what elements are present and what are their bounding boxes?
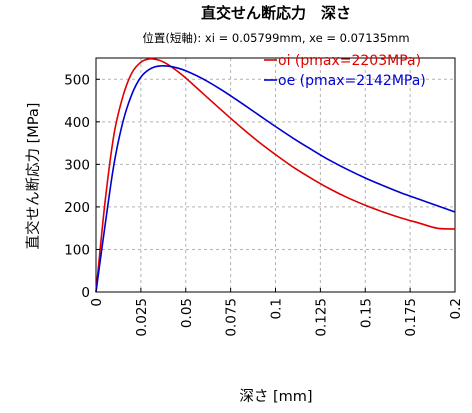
x-tick-label: 0.2 (448, 298, 464, 319)
x-tick-label: 0.025 (134, 298, 150, 337)
y-axis-label: 直交せん断応力 [MPa] (24, 103, 42, 250)
legend-label: oi (pmax=2203MPa) (278, 53, 421, 69)
y-tick-label: 100 (64, 242, 90, 258)
legend-label: oe (pmax=2142MPa) (278, 73, 426, 89)
series-line-1 (95, 57, 456, 293)
x-axis-label: 深さ [mm] (239, 388, 312, 405)
chart-title: 直交せん断応力 深さ (201, 4, 351, 22)
x-tick-label: 0.175 (403, 298, 419, 337)
x-tick-label: 0.125 (313, 298, 329, 337)
x-tick-label: 0.15 (358, 298, 374, 328)
x-tick-label: 0.1 (269, 298, 285, 319)
grid (96, 58, 455, 292)
y-tick-label: 500 (64, 72, 90, 88)
series-line-2 (95, 64, 456, 293)
legend: oi (pmax=2203MPa) oe (pmax=2142MPa) (264, 53, 426, 89)
y-tick-label: 400 (64, 115, 90, 131)
series-layer (95, 57, 456, 293)
y-tick-label: 200 (64, 200, 90, 216)
y-tick-label: 300 (64, 157, 90, 173)
axis-ticks: 0 0.025 0.05 0.075 0.1 0.125 0.15 0.175 0.2 0 100 2… (64, 72, 464, 336)
x-tick-label: 0 (89, 298, 105, 307)
x-tick-label: 0.05 (179, 298, 195, 328)
x-tick-label: 0.075 (224, 298, 240, 337)
chart-subtitle: 位置(短軸): xi = 0.05799mm, xe = 0.07135mm (142, 31, 409, 45)
y-tick-label: 0 (81, 285, 90, 301)
